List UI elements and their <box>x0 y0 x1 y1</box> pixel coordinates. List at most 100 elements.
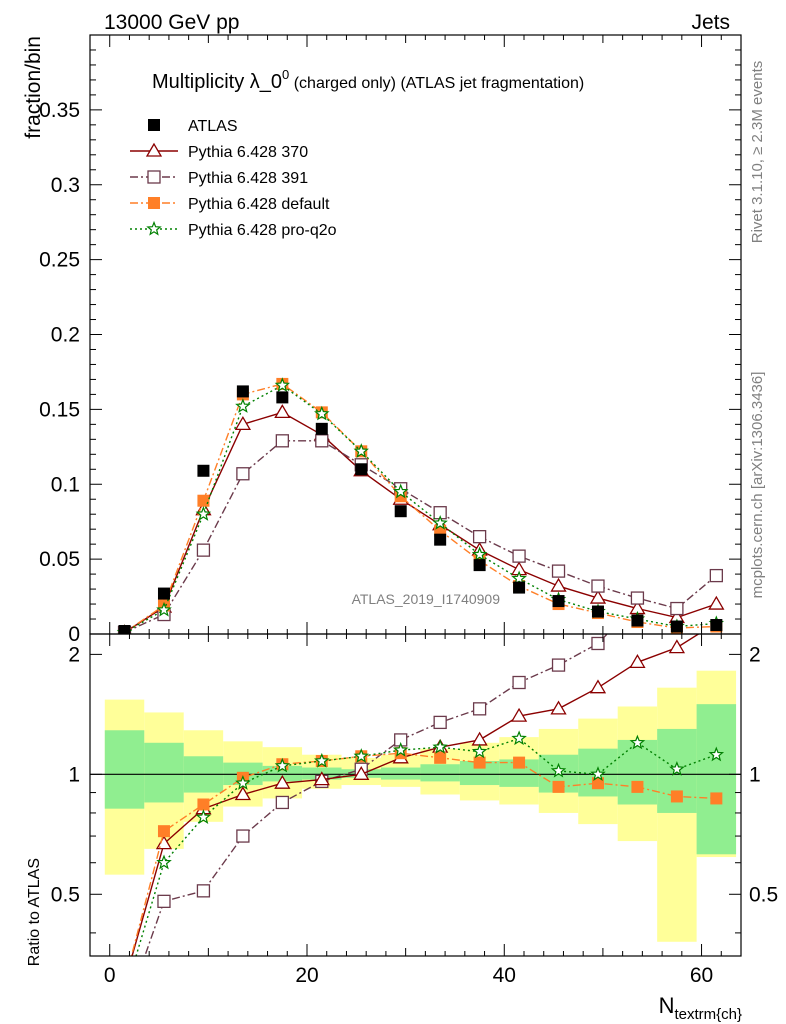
green-band-bin <box>104 730 145 809</box>
data-point <box>710 619 723 632</box>
legend: ATLAS Pythia 6.428 370 Pythia 6.428 391 Pyt… <box>130 118 337 239</box>
data-point <box>156 601 172 617</box>
ratio-series-1 <box>144 634 609 956</box>
ratio-point <box>591 636 605 651</box>
data-point <box>157 587 170 600</box>
data-point <box>552 595 565 608</box>
legend-label: Pythia 6.428 370 <box>188 144 308 161</box>
ratio-y-tick-label: 2 <box>68 643 80 666</box>
data-point <box>234 416 252 431</box>
ratio-point <box>156 854 172 870</box>
ratio-point <box>157 825 170 838</box>
data-point <box>630 591 645 605</box>
ratio-point <box>195 809 212 824</box>
legend-label: Pythia 6.428 default <box>188 196 330 213</box>
ratio-series-group <box>130 634 725 956</box>
ratio-point <box>511 730 527 746</box>
data-point <box>235 398 251 413</box>
legend-marker <box>148 119 160 131</box>
ratio-point <box>550 700 567 715</box>
ratio-point <box>710 792 723 805</box>
data-point <box>274 404 291 419</box>
data-point <box>236 467 250 481</box>
x-tick-label: 0 <box>104 964 116 987</box>
data-point <box>394 505 407 518</box>
data-point <box>432 515 448 530</box>
ratio-point <box>432 739 448 754</box>
ratio-line <box>130 752 717 956</box>
y-tick-label: 0.25 <box>39 249 80 272</box>
x-tick-label: 20 <box>295 964 318 987</box>
ratio-point <box>589 679 607 694</box>
analysis-id-label: ATLAS_2019_I1740909 <box>352 591 501 607</box>
ratio-point <box>550 762 567 778</box>
ratio-point <box>510 707 528 722</box>
data-point <box>670 620 683 633</box>
ratio-point <box>552 780 565 793</box>
green-band-bin <box>420 764 460 782</box>
data-point <box>471 546 488 562</box>
ratio-series-3 <box>135 730 725 956</box>
legend-marker <box>147 170 161 184</box>
legend-marker <box>148 197 160 209</box>
data-point <box>512 549 526 563</box>
legend-label: Pythia 6.428 391 <box>188 170 308 187</box>
ratio-y-tick-label: 1 <box>68 763 80 786</box>
data-point <box>195 506 212 521</box>
series-line <box>124 384 717 634</box>
data-point <box>473 559 486 572</box>
data-point <box>197 494 210 507</box>
data-point <box>434 533 447 546</box>
legend-entry: ATLAS <box>148 118 238 135</box>
data-point <box>631 614 644 627</box>
data-point <box>511 570 527 586</box>
ratio-y-axis-label: Ratio to ATLAS <box>26 858 43 966</box>
ratio-point <box>157 894 171 908</box>
data-point <box>708 595 725 610</box>
ratio-point <box>274 774 291 789</box>
main-series-0 <box>118 385 723 634</box>
series-line <box>124 411 717 634</box>
ratio-point <box>591 777 604 790</box>
legend-label: ATLAS <box>188 118 238 135</box>
x-tick-label: 60 <box>690 964 713 987</box>
ratio-point <box>473 756 486 769</box>
ratio-point <box>314 752 330 768</box>
green-band-bin <box>144 742 184 803</box>
data-point <box>355 463 368 476</box>
y-tick-label: 0 <box>68 623 80 646</box>
legend-marker <box>145 142 163 157</box>
ratio-point <box>196 884 211 898</box>
green-band-bin <box>262 765 303 782</box>
data-point <box>315 434 329 448</box>
x-tick-label: 40 <box>493 964 516 987</box>
ratio-point <box>629 734 646 750</box>
ratio-point <box>670 790 683 803</box>
ratio-point <box>631 780 644 793</box>
chart-title: Multiplicity λ_00 (charged only) (ATLAS … <box>152 67 584 93</box>
ratio-point <box>433 715 447 730</box>
legend-entry: Pythia 6.428 pro-q2o <box>130 220 337 239</box>
data-point <box>591 579 605 593</box>
data-point <box>236 385 249 398</box>
ratio-point <box>197 798 210 811</box>
data-point <box>353 443 369 458</box>
legend-entry: Pythia 6.428 391 <box>130 170 308 187</box>
ratio-point <box>235 775 251 790</box>
y-tick-label: 0.1 <box>51 473 80 496</box>
data-point <box>314 405 330 421</box>
ratio-point <box>353 766 370 780</box>
ratio-point <box>669 761 685 776</box>
ratio-point <box>513 756 526 769</box>
axes-group: 0 20 40 60 0 0.05 0.1 0.15 0.2 0.25 0.3 0.35 0.5 0.5 1… <box>39 34 778 987</box>
green-band-bin <box>380 767 421 780</box>
data-point <box>196 543 211 557</box>
ratio-point <box>471 743 488 759</box>
ratio-point <box>313 771 330 786</box>
ratio-line <box>144 634 609 956</box>
ratio-point <box>392 741 409 757</box>
data-point <box>709 568 723 583</box>
data-point <box>392 483 409 499</box>
ratio-point <box>353 748 369 763</box>
data-point <box>550 577 567 592</box>
